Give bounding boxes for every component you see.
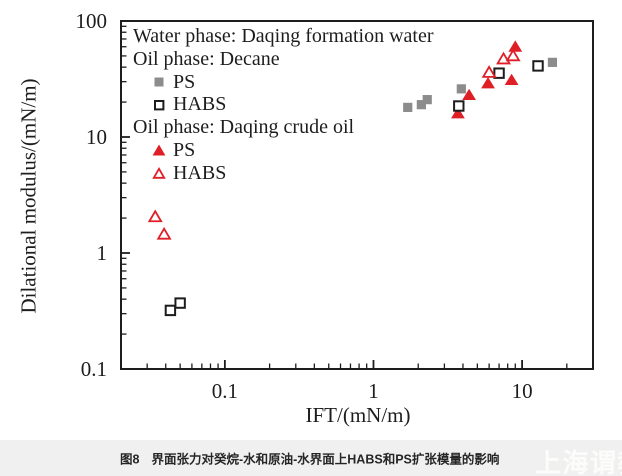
y-tick-label: 0.1: [81, 357, 107, 381]
legend-item-decane-habs: HABS: [133, 93, 434, 116]
data-point-crude-habs: [481, 65, 497, 78]
x-axis-label: IFT/(mN/m): [305, 403, 411, 427]
data-point-crude-ps: [481, 77, 495, 89]
open-triangle-marker-icon: [152, 167, 166, 179]
caption-bar: 图8 界面张力对癸烷-水和原油-水界面上HABS和PS扩张模量的影响: [0, 440, 622, 476]
data-point-crude-habs: [505, 48, 521, 62]
legend-item-label: HABS: [173, 93, 227, 116]
caption-text: 界面张力对癸烷-水和原油-水界面上HABS和PS扩张模量的影响: [151, 452, 500, 467]
data-point-crude-ps: [462, 88, 477, 101]
y-tick-label: 10: [86, 125, 107, 149]
data-point-crude-habs: [156, 226, 172, 240]
data-point-decane-habs: [532, 60, 544, 72]
filled-triangle-marker-icon: [152, 144, 166, 156]
figure-label: 图8: [120, 452, 140, 467]
legend-decane-header: Oil phase: Decane: [133, 47, 280, 70]
y-tick-label: 100: [76, 9, 108, 33]
figure-caption: 图8 界面张力对癸烷-水和原油-水界面上HABS和PS扩张模量的影响: [120, 449, 499, 468]
data-point-crude-ps: [508, 40, 523, 52]
scatter-plot: 0.1 1 10 100 10 1 0.1: [76, 9, 594, 403]
x-tick-label: 1: [368, 379, 379, 403]
filled-square-marker-icon: [154, 77, 164, 87]
legend-crude-header: Oil phase: Daqing crude oil: [133, 116, 355, 139]
watermark: 上海谓教: [535, 448, 622, 476]
x-tick-label: 0.1: [212, 379, 238, 403]
data-point-decane-habs: [164, 304, 177, 317]
data-point-decane-ps: [416, 100, 426, 110]
data-point-crude-ps: [451, 107, 465, 119]
data-point-crude-ps: [504, 73, 519, 86]
legend-item-label: PS: [173, 138, 196, 161]
legend-item-label: HABS: [173, 161, 227, 184]
data-point-decane-ps: [403, 102, 413, 112]
data-point-decane-ps: [422, 95, 432, 105]
open-square-marker-icon: [154, 99, 165, 111]
y-tick-label: 1: [97, 241, 108, 265]
data-point-decane-habs: [493, 67, 505, 79]
legend-item-decane-ps: PS: [133, 71, 434, 94]
legend-water-phase: Water phase: Daqing formation water: [133, 25, 434, 47]
data-point-decane-habs: [453, 100, 465, 112]
data-point-decane-habs: [174, 297, 186, 309]
legend-item-crude-ps: PS: [133, 139, 434, 162]
plot-border: [120, 20, 594, 370]
x-tick-label: 10: [512, 379, 533, 403]
legend-item-crude-habs: HABS: [133, 162, 434, 185]
data-point-crude-habs: [147, 209, 163, 223]
data-point-decane-ps: [456, 84, 466, 94]
legend-item-label: PS: [173, 70, 196, 93]
data-point-decane-ps: [547, 57, 558, 67]
y-axis-label: Dilational modulus/(mN/m): [16, 78, 41, 314]
plot-legend: Water phase: Daqing formation water Oil …: [133, 25, 434, 185]
